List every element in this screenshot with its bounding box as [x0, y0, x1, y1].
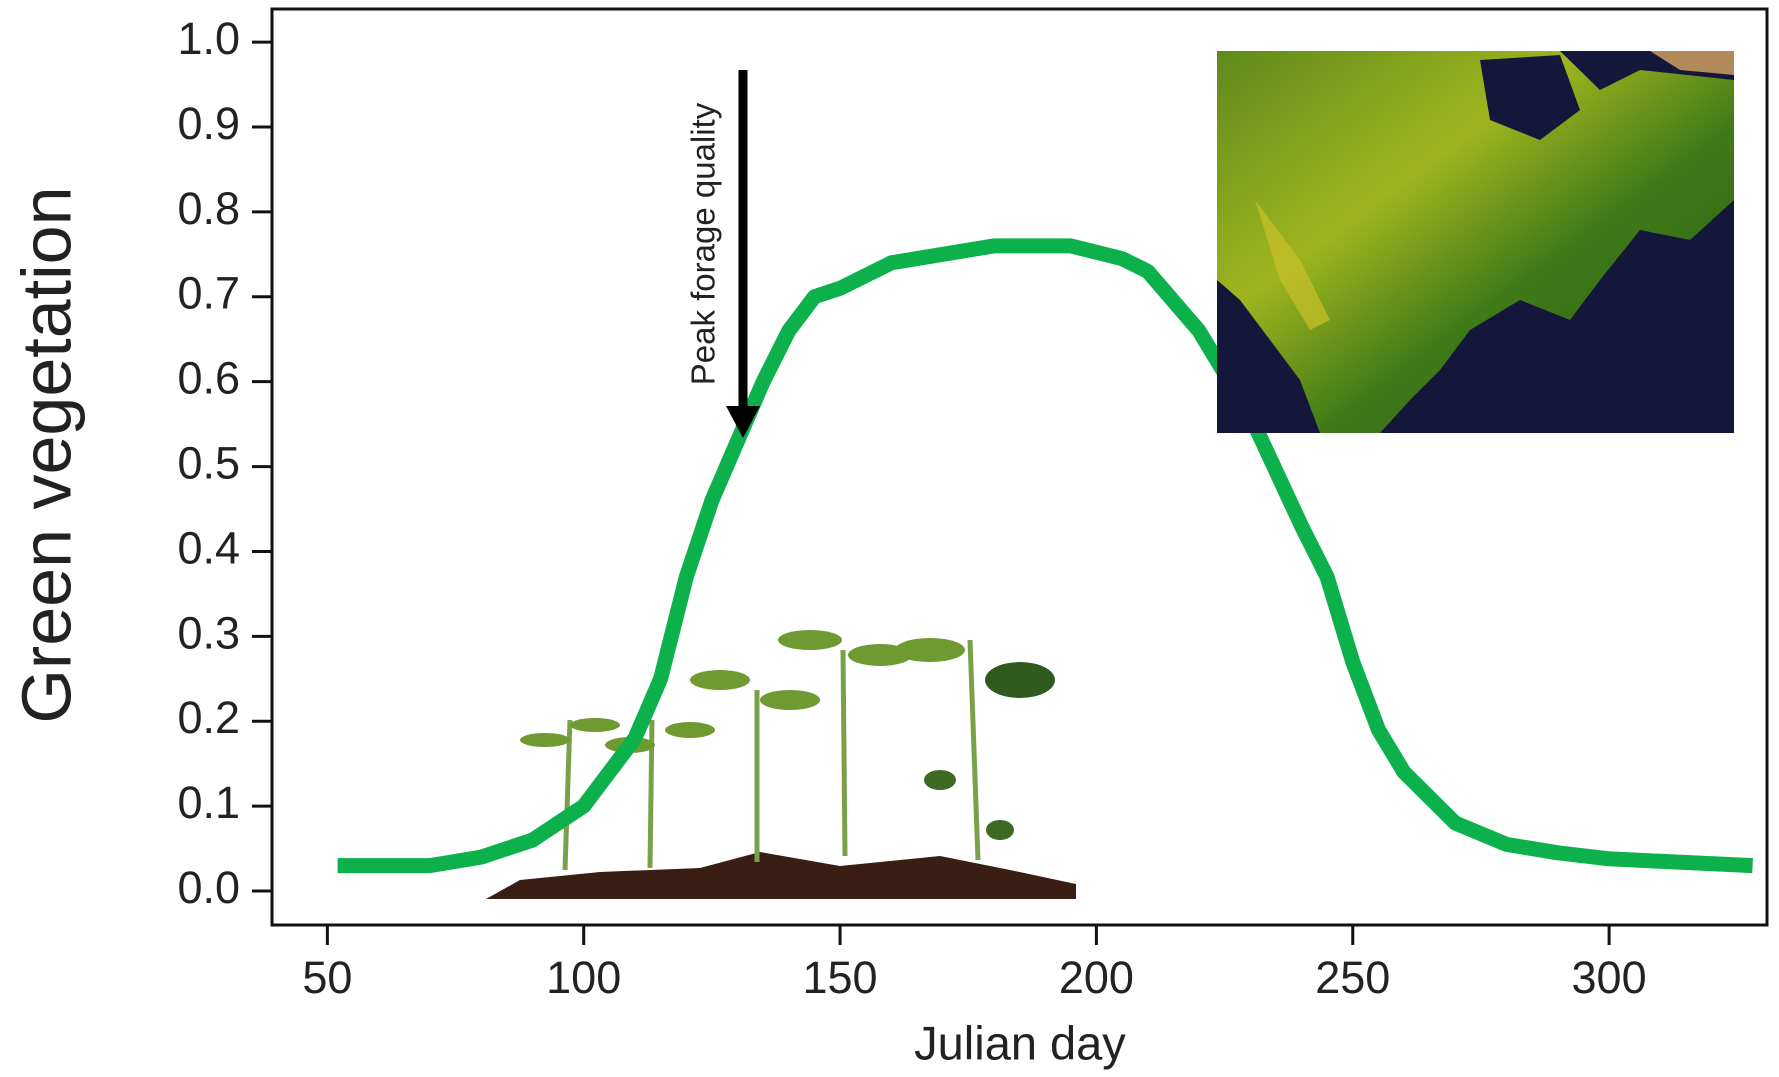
- map-image: [1217, 51, 1734, 433]
- y-axis-label: Green vegetation: [7, 186, 85, 723]
- y-tick-label: 0.1: [177, 777, 240, 828]
- y-tick-label: 0.8: [177, 183, 240, 234]
- x-tick-label: 50: [302, 952, 352, 1003]
- y-tick-label: 0.0: [177, 862, 240, 913]
- x-tick-label: 200: [1059, 952, 1134, 1003]
- y-tick-label: 0.6: [177, 353, 240, 404]
- annotation-arrowhead: [726, 406, 760, 438]
- y-tick-label: 0.4: [177, 522, 240, 573]
- y-tick-label: 0.3: [177, 607, 240, 658]
- y-tick-label: 0.2: [177, 692, 240, 743]
- x-tick-label: 300: [1572, 952, 1647, 1003]
- seedlings-image: [486, 630, 1076, 899]
- x-axis-label: Julian day: [914, 1016, 1126, 1069]
- foreground: [337, 238, 1753, 874]
- y-tick-label: 0.9: [177, 98, 240, 149]
- y-tick-label: 0.7: [177, 268, 240, 319]
- plot-area: 0.0 0.1 0.2 0.3 0.4 0.5 0.6 0.7 0.8 0.9 1.0 50 100 15…: [177, 7, 1769, 1003]
- x-tick-label: 250: [1315, 952, 1390, 1003]
- annotation: Peak forage quality: [685, 102, 722, 385]
- x-tick-label: 100: [546, 952, 621, 1003]
- x-tick-label: 150: [803, 952, 878, 1003]
- y-tick-label: 0.5: [177, 437, 240, 488]
- y-tick-label: 1.0: [177, 13, 240, 64]
- data-line: [337, 238, 1753, 874]
